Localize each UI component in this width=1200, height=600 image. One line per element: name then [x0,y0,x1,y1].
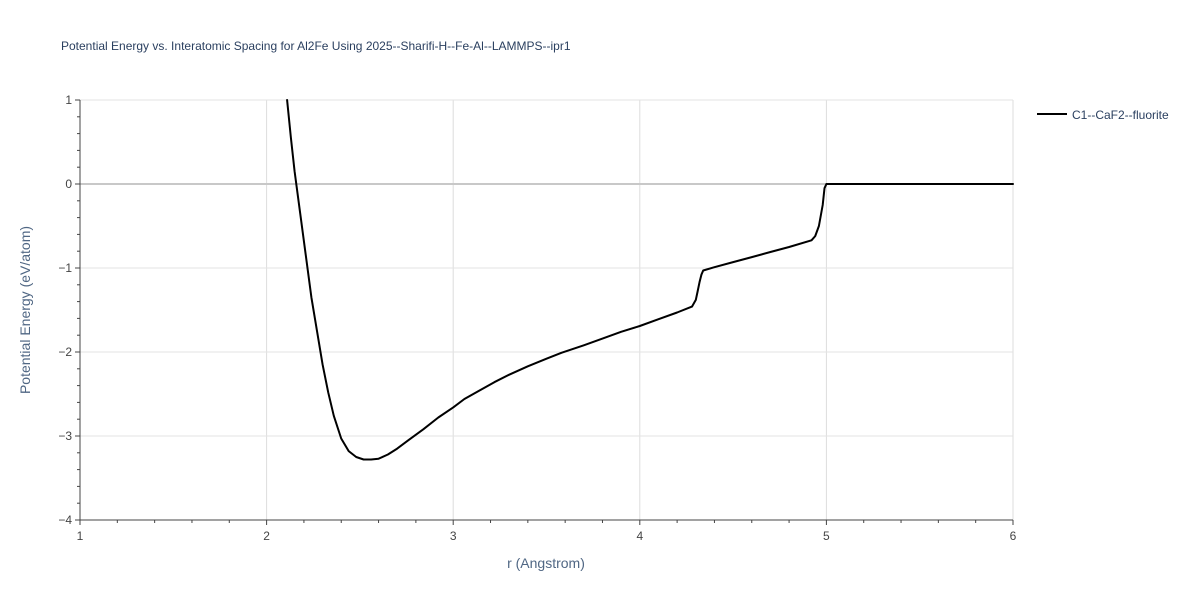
y-tick-label: −1 [58,261,72,275]
chart-title: Potential Energy vs. Interatomic Spacing… [61,39,571,53]
tick-labels: 1 2 3 4 5 6 1 0 −1 −2 −3 −4 [58,93,1016,543]
y-tick-label: −4 [58,513,72,527]
y-tick-label: −3 [58,429,72,443]
x-tick-label: 3 [450,529,457,543]
x-tick-label: 2 [263,529,270,543]
x-axis-label: r (Angstrom) [507,555,585,571]
legend-label: C1--CaF2--fluorite [1072,108,1169,122]
x-tick-label: 6 [1010,529,1017,543]
y-tick-label: 1 [65,93,72,107]
y-tick-label: 0 [65,177,72,191]
x-tick-label: 1 [77,529,84,543]
legend[interactable]: C1--CaF2--fluorite [1037,108,1169,122]
x-tick-label: 4 [636,529,643,543]
x-tick-label: 5 [823,529,830,543]
y-axis-label: Potential Energy (eV/atom) [17,226,33,394]
y-tick-label: −2 [58,345,72,359]
series-line-0[interactable] [286,99,1014,461]
grid [75,99,1014,525]
series-layer [286,99,1014,461]
